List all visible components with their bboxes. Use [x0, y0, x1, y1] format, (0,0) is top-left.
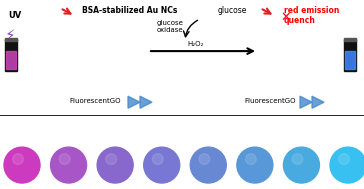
Text: UV: UV — [8, 11, 21, 20]
Text: H₂O₂: H₂O₂ — [187, 41, 203, 47]
Polygon shape — [140, 96, 152, 108]
Text: Glucose (mM): Glucose (mM) — [136, 121, 228, 134]
Text: ✕: ✕ — [280, 11, 290, 24]
Text: FluorescentGO: FluorescentGO — [69, 98, 121, 104]
Text: 0.5: 0.5 — [61, 120, 76, 130]
Text: 2: 2 — [159, 120, 165, 130]
Polygon shape — [312, 96, 324, 108]
Circle shape — [13, 154, 23, 164]
Circle shape — [59, 154, 70, 164]
Circle shape — [97, 147, 133, 183]
Circle shape — [339, 154, 349, 164]
Text: 10: 10 — [342, 120, 354, 130]
Circle shape — [284, 147, 320, 183]
Text: 0: 0 — [19, 120, 25, 130]
Circle shape — [144, 147, 180, 183]
Text: FluorescentGO: FluorescentGO — [244, 98, 296, 104]
Bar — [5, 38, 17, 41]
Polygon shape — [128, 96, 140, 108]
Text: BSA-stabilized Au NCs: BSA-stabilized Au NCs — [82, 6, 177, 15]
Text: 6: 6 — [252, 120, 258, 130]
Circle shape — [106, 154, 116, 164]
Text: ⚡: ⚡ — [5, 28, 16, 43]
Text: 8: 8 — [298, 120, 305, 130]
Circle shape — [330, 147, 364, 183]
Text: 1: 1 — [112, 120, 118, 130]
Text: glucose
oxidase: glucose oxidase — [157, 20, 183, 33]
Circle shape — [190, 147, 226, 183]
Circle shape — [199, 154, 210, 164]
Text: glucose: glucose — [218, 6, 248, 15]
Circle shape — [51, 147, 87, 183]
Circle shape — [152, 154, 163, 164]
Polygon shape — [300, 96, 312, 108]
Bar — [344, 38, 356, 41]
Bar — [345, 51, 355, 69]
Circle shape — [237, 147, 273, 183]
Bar — [6, 51, 16, 69]
Bar — [5, 39, 17, 71]
Circle shape — [4, 147, 40, 183]
Text: red emission
quench: red emission quench — [284, 6, 339, 25]
Circle shape — [245, 154, 256, 164]
Text: 4: 4 — [205, 120, 211, 130]
Circle shape — [292, 154, 303, 164]
Bar — [344, 39, 356, 71]
